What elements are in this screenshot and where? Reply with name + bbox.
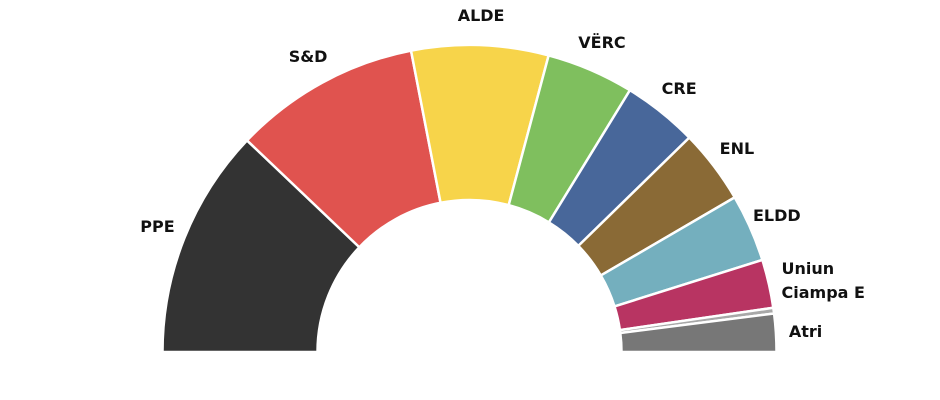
slice-label: S&D <box>288 47 328 67</box>
slice <box>618 312 778 354</box>
slice-label: CRE <box>661 79 697 99</box>
slice-label: ELDD <box>752 206 801 226</box>
slice-label: PPE <box>140 217 175 237</box>
slice-label: ALDE <box>457 6 505 26</box>
slice-label: Atri <box>788 322 823 342</box>
slice-label: VËRC <box>578 33 626 53</box>
slice-label: Uniun Ciampa E <box>781 259 865 303</box>
slice-label: ENL <box>719 138 755 158</box>
